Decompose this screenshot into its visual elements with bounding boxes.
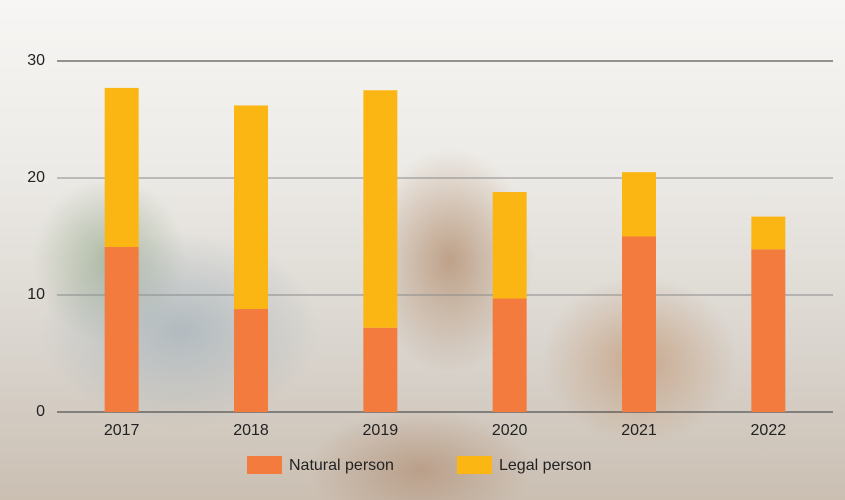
bar-segment [622, 172, 656, 236]
screen: {"chart_data": {"type": "stacked_bar", "… [0, 0, 845, 500]
x-tick-label: 2018 [233, 422, 269, 439]
bar-segment [363, 90, 397, 328]
bar-segment [493, 192, 527, 298]
x-tick-label: 2021 [621, 422, 657, 439]
legend-label: Natural person [289, 457, 394, 474]
chart: 0 10 20 30 2017 2018 2019 2020 2021 2022 Natural p… [0, 0, 845, 500]
bar-segment [234, 105, 268, 309]
y-tick-label: 20 [27, 169, 45, 186]
legend-swatch [457, 456, 492, 474]
bar-segment [105, 247, 139, 412]
y-tick-label: 0 [36, 403, 45, 420]
y-tick-label: 30 [27, 52, 45, 69]
bar-segment [622, 237, 656, 413]
bar-segment [105, 88, 139, 247]
bar-segment [751, 217, 785, 250]
bar-segment [751, 249, 785, 412]
x-tick-label: 2020 [492, 422, 528, 439]
y-tick-label: 10 [27, 286, 45, 303]
legend-label: Legal person [499, 457, 592, 474]
x-tick-label: 2017 [104, 422, 140, 439]
x-tick-label: 2022 [751, 422, 787, 439]
x-tick-label: 2019 [363, 422, 399, 439]
bar-segment [363, 328, 397, 412]
bar-segment [493, 299, 527, 412]
legend-swatch [247, 456, 282, 474]
bar-segment [234, 309, 268, 412]
